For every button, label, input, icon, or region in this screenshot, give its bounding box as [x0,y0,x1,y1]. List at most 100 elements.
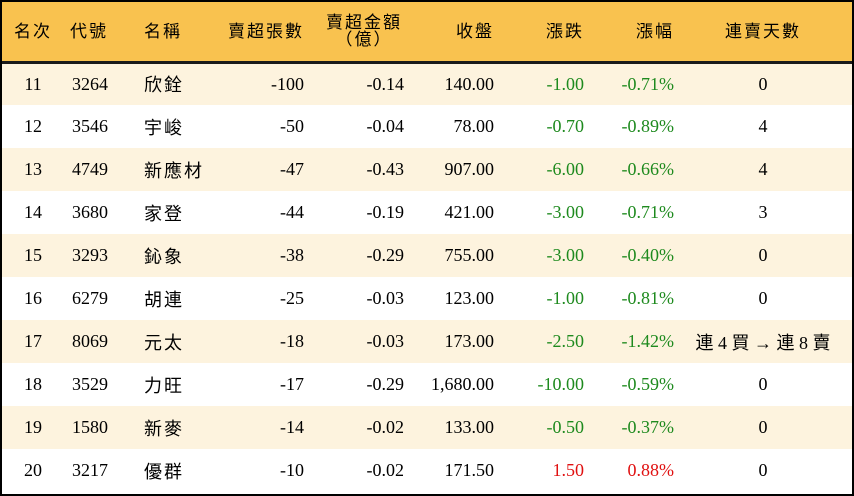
cell-net-sell-lots: -14 [280,417,304,437]
cell-rank: 11 [24,73,42,94]
cell-change-pct: -0.89% [621,116,675,136]
cell-close: 123.00 [444,288,495,308]
table-row: 19 1580 新麥 -14 -0.02 133.00 -0.50 -0.37%… [2,406,852,449]
cell-consecutive-sell-days: 4 [758,159,768,179]
cell-change: -3.00 [546,202,585,222]
cell-close: 1,680.00 [431,374,494,394]
cell-change-pct: -1.42% [621,331,675,351]
cell-net-sell-lots: -17 [280,374,304,394]
cell-consecutive-sell-days: 0 [758,73,768,94]
header-net-sell-lots: 賣超張數 [212,2,304,64]
cell-close: 755.00 [444,245,495,265]
cell-close: 78.00 [453,116,495,136]
cell-consecutive-sell-days: 0 [758,460,768,480]
cell-change-pct: -0.59% [621,374,675,394]
cell-change: -1.00 [546,288,585,308]
cell-code: 4749 [72,159,108,179]
table-row: 20 3217 優群 -10 -0.02 171.50 1.50 0.88% 0 [2,449,852,492]
cell-consecutive-sell-days: 3 [758,202,768,222]
cell-name: 家登 [144,203,184,224]
header-net-sell-amount: 賣超金額 （億） [304,2,404,64]
cell-close: 173.00 [444,331,495,351]
cell-net-sell-lots: -44 [280,202,304,222]
cell-change: -0.70 [546,116,585,136]
cell-rank: 13 [24,159,42,179]
table-row: 18 3529 力旺 -17 -0.29 1,680.00 -10.00 -0.… [2,363,852,406]
cell-rank: 17 [24,331,42,351]
cell-close: 421.00 [444,202,495,222]
cell-code: 3680 [72,202,108,222]
cell-code: 3217 [72,460,108,480]
cell-change: -6.00 [546,159,585,179]
cell-consecutive-sell-days: 0 [758,245,768,265]
cell-change: 1.50 [552,460,585,480]
cell-change-pct: 0.88% [627,460,675,480]
header-rank: 名次 [2,2,64,64]
cell-code: 3546 [72,116,108,136]
cell-code: 6279 [72,288,108,308]
cell-net-sell-lots: -38 [280,245,304,265]
cell-name: 元太 [144,332,184,353]
table-row: 14 3680 家登 -44 -0.19 421.00 -3.00 -0.71%… [2,191,852,234]
cell-change-pct: -0.66% [621,159,675,179]
cell-rank: 16 [24,288,42,308]
cell-name: 胡連 [144,289,184,310]
cell-code: 3529 [72,374,108,394]
cell-code: 3293 [72,245,108,265]
cell-change-pct: -0.40% [621,245,675,265]
cell-change-pct: -0.71% [621,202,675,222]
cell-net-sell-amount: -0.29 [366,245,405,265]
cell-change-pct: -0.37% [621,417,675,437]
cell-consecutive-sell-days: 連 4 買 → 連 8 賣 [695,332,831,353]
header-net-sell-amount-line1: 賣超金額 [326,13,402,33]
cell-change: -2.50 [546,331,585,351]
cell-net-sell-lots: -50 [280,116,304,136]
cell-name: 優群 [144,461,184,482]
cell-close: 907.00 [444,159,495,179]
cell-close: 171.50 [444,460,495,480]
cell-net-sell-lots: -47 [280,159,304,179]
cell-change: -0.50 [546,417,585,437]
cell-net-sell-amount: -0.14 [366,73,405,94]
cell-net-sell-lots: -10 [280,460,304,480]
cell-code: 8069 [72,331,108,351]
cell-net-sell-amount: -0.29 [366,374,405,394]
cell-name: 新應材 [144,160,204,181]
cell-consecutive-sell-days: 0 [758,288,768,308]
cell-code: 1580 [72,417,108,437]
header-close: 收盤 [404,2,494,64]
cell-change: -1.00 [546,73,585,94]
cell-rank: 20 [24,460,42,480]
table-row: 11 3264 欣銓 -100 -0.14 140.00 -1.00 -0.71… [2,62,852,105]
header-net-sell-amount-line2: （億） [335,30,393,50]
cell-net-sell-amount: -0.19 [366,202,405,222]
cell-net-sell-amount: -0.02 [366,417,405,437]
cell-net-sell-amount: -0.04 [366,116,405,136]
cell-rank: 12 [24,116,42,136]
cell-change-pct: -0.81% [621,288,675,308]
cell-change: -10.00 [537,374,585,394]
cell-close: 133.00 [444,417,495,437]
cell-rank: 18 [24,374,42,394]
table-row: 13 4749 新應材 -47 -0.43 907.00 -6.00 -0.66… [2,148,852,191]
table-row: 15 3293 鈊象 -38 -0.29 755.00 -3.00 -0.40%… [2,234,852,277]
cell-change: -3.00 [546,245,585,265]
cell-name: 欣銓 [144,75,184,96]
table-row: 16 6279 胡連 -25 -0.03 123.00 -1.00 -0.81%… [2,277,852,320]
cell-net-sell-amount: -0.03 [366,288,405,308]
cell-net-sell-lots: -18 [280,331,304,351]
header-consecutive-sell-days: 連賣天數 [674,2,852,64]
header-row: 名次 代號 名稱 賣超張數 賣超金額 （億） 收盤 漲跌 漲幅 連賣天數 [2,2,852,64]
cell-net-sell-amount: -0.02 [366,460,405,480]
cell-consecutive-sell-days: 4 [758,116,768,136]
cell-net-sell-lots: -25 [280,288,304,308]
cell-consecutive-sell-days: 0 [758,417,768,437]
cell-name: 宇峻 [144,117,184,138]
cell-net-sell-amount: -0.43 [366,159,405,179]
header-code: 代號 [64,2,134,64]
cell-close: 140.00 [444,73,495,94]
cell-consecutive-sell-days: 0 [758,374,768,394]
cell-rank: 14 [24,202,42,222]
